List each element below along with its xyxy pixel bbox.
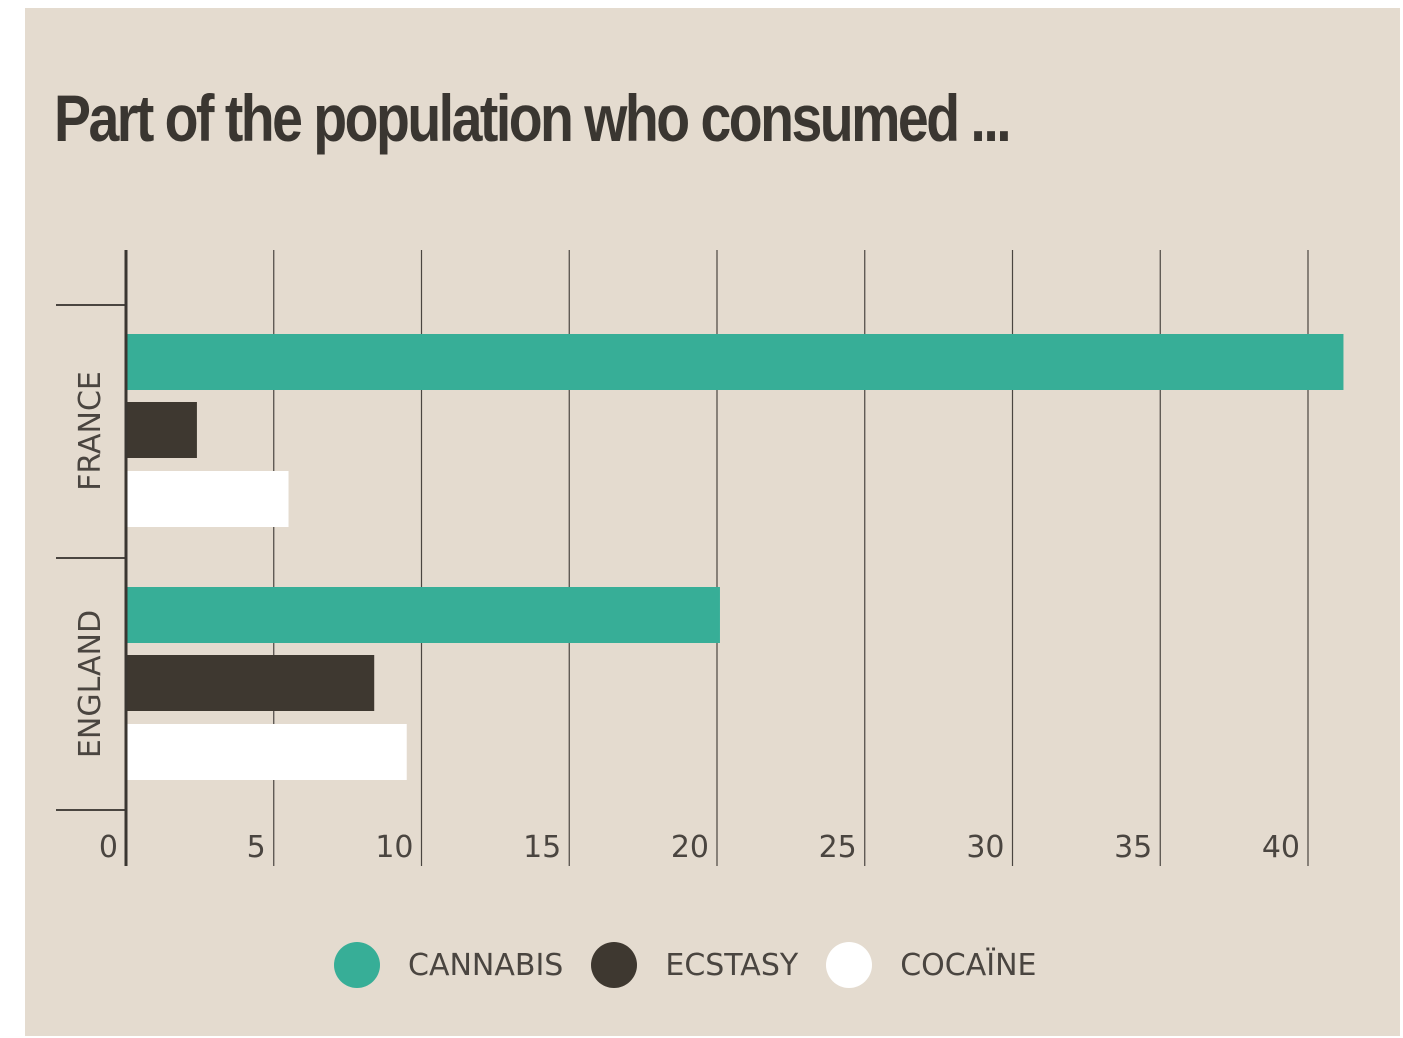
legend-item-cocane: COCAÏNE xyxy=(826,942,1036,988)
bar-france-cannabis xyxy=(126,334,1344,390)
x-tick-label-20: 20 xyxy=(671,830,709,865)
legend-swatch xyxy=(591,942,638,988)
x-tick-label-40: 40 xyxy=(1262,830,1300,865)
legend-swatch xyxy=(334,942,380,988)
bar-france-cocane xyxy=(126,471,289,527)
legend-swatch xyxy=(826,942,873,988)
chart-title: Part of the population who consumed ... xyxy=(54,81,1012,155)
x-tick-label-35: 35 xyxy=(1114,830,1152,865)
x-tick-label-0: 0 xyxy=(99,830,118,865)
legend-label: COCAÏNE xyxy=(900,947,1037,983)
bar-england-cocane xyxy=(126,724,407,780)
legend-item-ecstasy: ECSTASY xyxy=(591,942,798,988)
x-tick-label-15: 15 xyxy=(523,830,561,865)
category-label-england: ENGLAND xyxy=(73,610,108,758)
x-tick-label-5: 5 xyxy=(247,830,266,865)
chart-legend: CANNABIS ECSTASY COCAÏNE xyxy=(334,940,1064,990)
category-label-france: FRANCE xyxy=(73,371,108,491)
legend-item-cannabis: CANNABIS xyxy=(334,942,563,988)
bar-england-cannabis xyxy=(126,587,720,643)
legend-label: ECSTASY xyxy=(665,947,799,983)
x-tick-label-30: 30 xyxy=(966,830,1004,865)
bar-france-ecstasy xyxy=(126,402,197,458)
bar-england-ecstasy xyxy=(126,655,375,711)
x-tick-label-10: 10 xyxy=(375,830,413,865)
x-tick-label-25: 25 xyxy=(819,830,857,865)
legend-label: CANNABIS xyxy=(408,947,564,983)
